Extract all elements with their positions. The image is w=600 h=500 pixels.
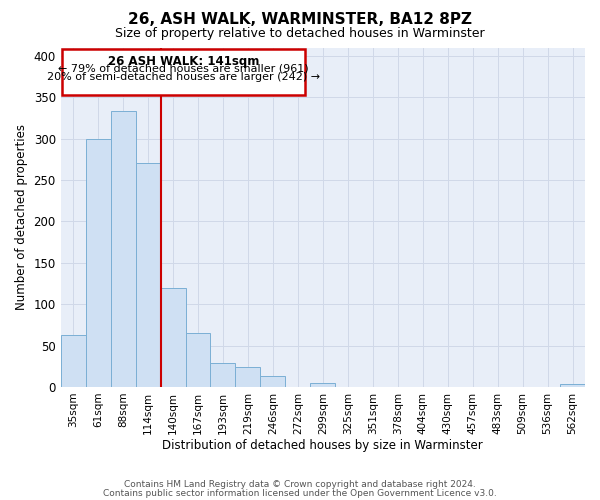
Bar (136, 164, 161, 387)
X-axis label: Distribution of detached houses by size in Warminster: Distribution of detached houses by size … (163, 440, 483, 452)
Text: 26, ASH WALK, WARMINSTER, BA12 8PZ: 26, ASH WALK, WARMINSTER, BA12 8PZ (128, 12, 472, 28)
Text: 26 ASH WALK: 141sqm: 26 ASH WALK: 141sqm (108, 55, 259, 68)
Text: ← 79% of detached houses are smaller (961): ← 79% of detached houses are smaller (96… (58, 63, 309, 73)
Bar (86, 138, 110, 387)
Text: Size of property relative to detached houses in Warminster: Size of property relative to detached ho… (115, 28, 485, 40)
Bar (260, 376, 286, 387)
Bar (235, 367, 260, 387)
Bar (211, 363, 235, 387)
FancyBboxPatch shape (62, 49, 305, 94)
Text: 20% of semi-detached houses are larger (242) →: 20% of semi-detached houses are larger (… (47, 72, 320, 82)
Bar (161, 288, 185, 387)
Bar (61, 335, 86, 387)
Bar (560, 384, 585, 387)
Bar (185, 333, 211, 387)
Text: Contains public sector information licensed under the Open Government Licence v3: Contains public sector information licen… (103, 488, 497, 498)
Bar (110, 112, 136, 387)
Bar (310, 383, 335, 387)
Text: Contains HM Land Registry data © Crown copyright and database right 2024.: Contains HM Land Registry data © Crown c… (124, 480, 476, 489)
Y-axis label: Number of detached properties: Number of detached properties (15, 124, 28, 310)
